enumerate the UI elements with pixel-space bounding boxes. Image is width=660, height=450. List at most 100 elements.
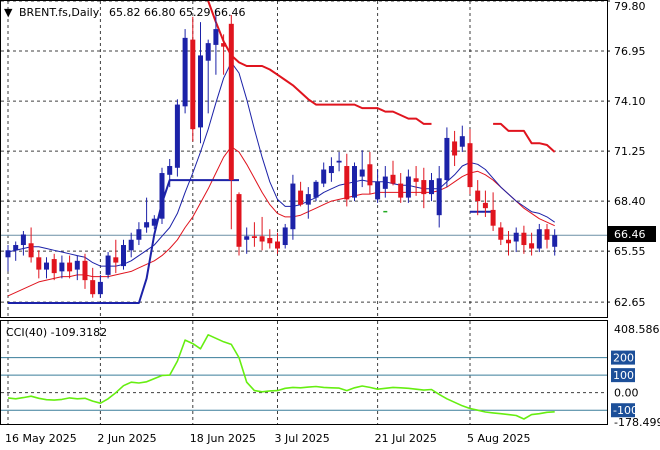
candle-down (275, 241, 280, 249)
candle-up (328, 166, 334, 174)
candle-down (344, 166, 350, 200)
candle-down (51, 259, 57, 274)
cci-panel-frame (0, 320, 608, 425)
symbol-label: BRENT.fs,Daily (19, 6, 100, 19)
x-tick-label: 3 Jul 2025 (275, 432, 330, 445)
candle-up (105, 255, 111, 275)
candle-up (382, 176, 388, 189)
candle-up (128, 239, 134, 251)
ma-slow-line (7, 146, 555, 297)
candle-up (97, 281, 103, 295)
resistance-line (207, 0, 432, 125)
candle-up (375, 181, 381, 200)
candle-down (90, 280, 96, 295)
candle-down (113, 257, 119, 263)
candle-up (59, 262, 65, 272)
cci-level-label: 100 (613, 369, 634, 382)
y-tick-label: 68.40 (614, 195, 646, 208)
candle-down (490, 209, 496, 226)
candle-up (182, 37, 188, 107)
candle-up (159, 173, 165, 219)
level-badge (611, 350, 635, 365)
candle-up (305, 194, 311, 205)
candle-up (282, 227, 288, 246)
candle-up (213, 29, 219, 45)
candle-down (467, 143, 473, 188)
candle-down (390, 174, 396, 184)
candle-up (405, 176, 411, 198)
candle-down (190, 39, 196, 130)
grid-layer (1, 0, 607, 424)
candle-down (267, 238, 273, 244)
cci-tick-label: -178.499 (614, 416, 660, 429)
candle-down (413, 178, 419, 182)
cci-tick-label: 0.00 (614, 387, 639, 400)
candle-down (506, 239, 511, 244)
current-price-label: 66.46 (614, 228, 646, 241)
y-tick-label: 76.95 (614, 45, 646, 58)
candle-down (298, 190, 304, 205)
candle-down (251, 236, 257, 238)
candle-up (174, 104, 180, 168)
cci-level-label: 200 (613, 352, 634, 365)
x-tick-label: 16 May 2025 (5, 432, 77, 445)
y-tick-label: 71.25 (614, 145, 646, 158)
y-tick-label: 65.55 (614, 245, 646, 258)
candle-down (28, 243, 34, 258)
candle-up (44, 262, 49, 270)
cci-indicator (7, 333, 555, 420)
cci-level-label: -100 (613, 404, 638, 417)
candle-down (529, 243, 535, 249)
y-tick-label: 74.10 (614, 95, 646, 108)
x-tick-label: 5 Aug 2025 (467, 432, 530, 445)
candle-up (198, 55, 203, 128)
candle-down (521, 232, 527, 246)
candle-down (236, 194, 242, 247)
candle-up (5, 250, 11, 258)
candle-down (421, 180, 427, 195)
candle-up (136, 229, 142, 240)
cci-levels (1, 357, 607, 411)
candle-up (536, 229, 542, 249)
support-line (8, 179, 239, 304)
candle-up (513, 232, 519, 242)
candle-up (244, 236, 250, 240)
level-badge (611, 403, 635, 418)
candle-down (67, 262, 73, 272)
candle-down (367, 164, 373, 186)
y-tick-label: 62.65 (614, 296, 646, 309)
candle-up (436, 178, 442, 216)
candle-up (290, 183, 296, 230)
y-axis-labels: 79.80 76.95 74.10 71.25 68.40 65.55 62.65 408.5… (607, 0, 660, 429)
candle-up (321, 169, 327, 184)
candle-down (221, 43, 227, 47)
candle-up (205, 43, 211, 61)
y-tick-label: 79.80 (614, 0, 646, 13)
candle-up (336, 160, 342, 163)
current-price-badge (608, 226, 656, 242)
x-tick-label: 21 Jul 2025 (375, 432, 437, 445)
ohlc-values: 65.82 66.80 65.29 66.46 (109, 6, 245, 19)
x-tick-label: 2 Jun 2025 (97, 432, 156, 445)
candle-up (121, 245, 126, 267)
moving-averages (7, 0, 556, 304)
candle-down (36, 257, 42, 270)
cci-line (7, 333, 555, 420)
candle-up (552, 235, 558, 247)
resistance-line (493, 122, 556, 153)
candle-down (82, 260, 88, 281)
candle-down (452, 141, 458, 156)
ma-fast-line (7, 61, 555, 267)
candle-up (313, 181, 319, 198)
candle-up (459, 136, 465, 147)
cci-tick-label: 408.586 (614, 323, 660, 336)
candle-down (228, 23, 234, 181)
price-panel-frame (0, 0, 608, 318)
cci-header: CCI(40) -109.3182 (6, 326, 107, 339)
candle-up (74, 260, 80, 270)
candle-up (429, 180, 434, 195)
candle-up (13, 245, 19, 251)
candle-up (151, 218, 157, 226)
candle-down (482, 202, 488, 209)
